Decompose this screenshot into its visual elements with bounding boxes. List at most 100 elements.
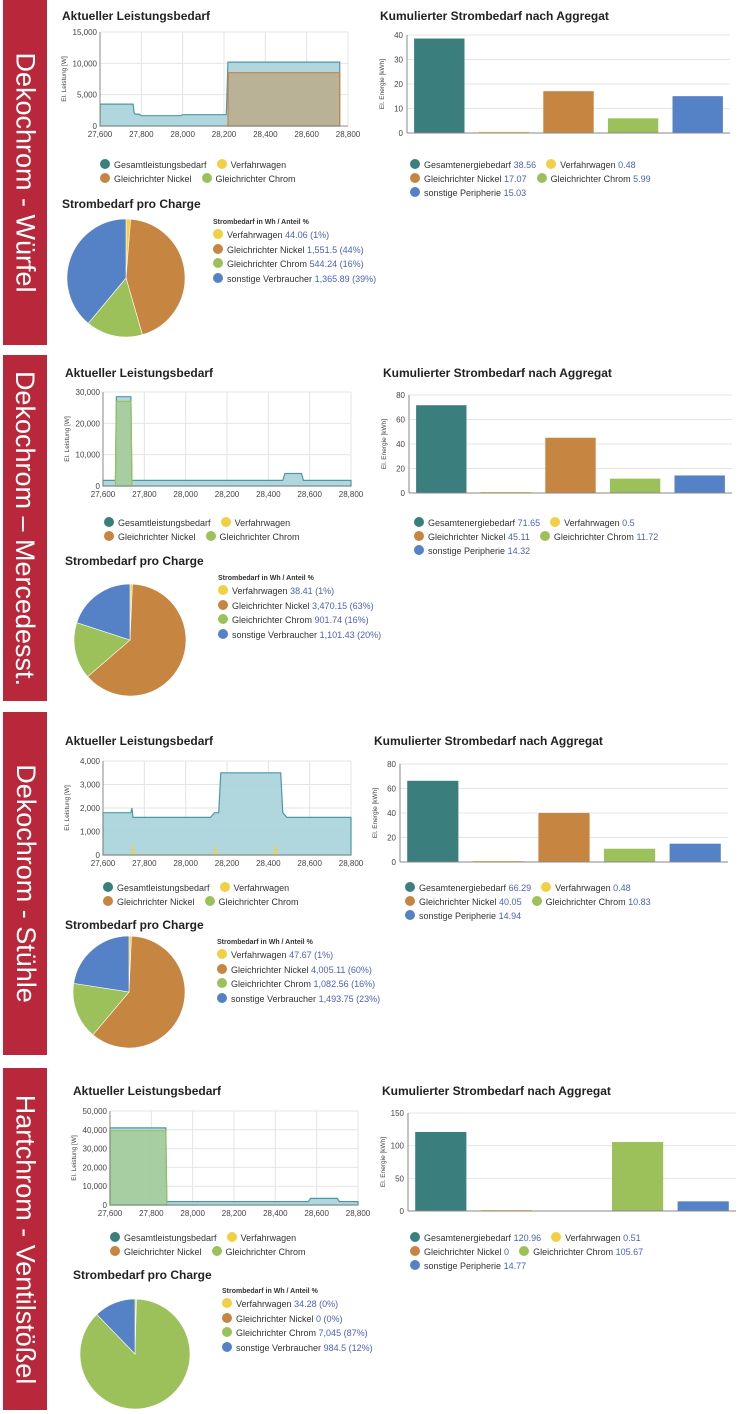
legend-item-chrom[interactable]: Gleichrichter Chrom bbox=[204, 895, 299, 909]
bar-legend-gesamt[interactable]: Gesamtenergiebedarf 38.56 bbox=[410, 158, 536, 172]
bar-legend-gesamt[interactable]: Gesamtenergiebedarf 120.96 bbox=[410, 1231, 541, 1245]
series-area bbox=[131, 845, 278, 856]
bar-legend-gesamt[interactable]: Gesamtenergiebedarf 66.29 bbox=[405, 881, 531, 895]
pie-legend-chrom[interactable]: Gleichrichter Chrom 1,082.56 (16%) bbox=[217, 977, 380, 992]
bar-chart: 0 20 40 60 80 El. Energie [kWh] bbox=[372, 760, 728, 867]
y-tick-label: 10,000 bbox=[76, 451, 101, 460]
legend-item-gesamt[interactable]: Gesamtleistungsbedarf bbox=[104, 516, 211, 530]
bar-legend-chrom[interactable]: Gleichrichter Chrom 105.67 bbox=[519, 1245, 643, 1259]
x-tick-label: 28,200 bbox=[215, 859, 240, 868]
pie-legend-chrom[interactable]: Gleichrichter Chrom 7,045 (87%) bbox=[222, 1326, 373, 1341]
pie-legend-chrom[interactable]: Gleichrichter Chrom 544.24 (16%) bbox=[213, 257, 376, 272]
pie-legend-verfahrwagen[interactable]: Verfahrwagen 38.41 (1%) bbox=[218, 584, 381, 599]
legend-item-gesamt[interactable]: Gesamtleistungsbedarf bbox=[110, 1231, 217, 1245]
bar-legend-nickel[interactable]: Gleichrichter Nickel 0 bbox=[410, 1245, 509, 1259]
legend-item-nickel[interactable]: Gleichrichter Nickel bbox=[100, 172, 192, 186]
pie-slice bbox=[73, 935, 130, 993]
x-tick-label: 28,200 bbox=[222, 1209, 247, 1218]
bar-legend-peripherie[interactable]: sonstige Peripherie 15.03 bbox=[410, 186, 526, 200]
x-tick-label: 28,600 bbox=[294, 130, 319, 139]
bar-legend-chrom[interactable]: Gleichrichter Chrom 10.83 bbox=[531, 895, 651, 909]
pie-slice bbox=[72, 983, 130, 1036]
pie-legend-verfahrwagen[interactable]: Verfahrwagen 44.06 (1%) bbox=[213, 228, 376, 243]
legend-item-chrom[interactable]: Gleichrichter Chrom bbox=[205, 530, 300, 544]
y-tick-label: 20,000 bbox=[76, 419, 101, 428]
bar-legend-nickel[interactable]: Gleichrichter Nickel 40.05 bbox=[405, 895, 522, 909]
legend-item-gesamt[interactable]: Gesamtleistungsbedarf bbox=[103, 881, 210, 895]
pie-legend-sonstige[interactable]: sonstige Verbraucher 1,493.75 (23%) bbox=[217, 992, 380, 1007]
y-axis-label: El. Energie [kWh] bbox=[380, 1137, 387, 1187]
bar-legend-chrom[interactable]: Gleichrichter Chrom 11.72 bbox=[539, 530, 658, 544]
bar bbox=[543, 91, 594, 133]
bar-legend: Gesamtenergiebedarf 120.96 Verfahrwagen 0… bbox=[410, 1231, 653, 1273]
bar-legend-verfahrwagen[interactable]: Verfahrwagen 0.48 bbox=[541, 881, 631, 895]
process-tag: Dekochrom - Würfel bbox=[3, 0, 47, 345]
pie-chart bbox=[79, 1298, 191, 1410]
y-tick-label: 5,000 bbox=[77, 91, 98, 100]
pie-slice bbox=[87, 583, 187, 697]
process-tag-label: Dekochrom - Stühle bbox=[10, 764, 41, 1003]
legend-item-chrom[interactable]: Gleichrichter Chrom bbox=[211, 1245, 306, 1259]
y-tick-label: 0 bbox=[103, 1201, 108, 1210]
pie-chart-title: Strombedarf pro Charge bbox=[73, 1268, 212, 1282]
legend-item-chrom[interactable]: Gleichrichter Chrom bbox=[201, 172, 296, 186]
legend-item-gesamt[interactable]: Gesamtleistungsbedarf bbox=[100, 158, 207, 172]
bar bbox=[607, 118, 659, 133]
y-axis-label: El. Leistung [W] bbox=[71, 1135, 78, 1181]
x-tick-label: 28,200 bbox=[215, 490, 240, 499]
legend-item-nickel[interactable]: Gleichrichter Nickel bbox=[104, 530, 196, 544]
x-tick-label: 28,400 bbox=[263, 1209, 288, 1218]
legend-item-nickel[interactable]: Gleichrichter Nickel bbox=[110, 1245, 202, 1259]
legend-item-verfahrwagen[interactable]: Verfahrwagen bbox=[220, 516, 290, 530]
bar-legend-verfahrwagen[interactable]: Verfahrwagen 0.5 bbox=[550, 516, 635, 530]
pie-legend-verfahrwagen[interactable]: Verfahrwagen 34.28 (0%) bbox=[222, 1297, 373, 1312]
process-tag: Dekochrom – Mercedesst. bbox=[3, 355, 47, 701]
x-tick-label: 27,600 bbox=[91, 490, 116, 499]
bar-legend-verfahrwagen[interactable]: Verfahrwagen 0.48 bbox=[546, 158, 636, 172]
pie-legend-chrom[interactable]: Gleichrichter Chrom 901.74 (16%) bbox=[218, 613, 381, 628]
pie-legend-nickel[interactable]: Gleichrichter Nickel 0 (0%) bbox=[222, 1312, 373, 1327]
bar-legend-verfahrwagen[interactable]: Verfahrwagen 0.51 bbox=[551, 1231, 641, 1245]
process-tag-label: Dekochrom - Würfel bbox=[10, 52, 41, 293]
bar bbox=[609, 478, 661, 493]
y-tick-label: 20,000 bbox=[83, 1163, 108, 1172]
bar bbox=[672, 96, 723, 133]
x-tick-label: 28,600 bbox=[297, 859, 322, 868]
x-tick-label: 28,800 bbox=[336, 130, 361, 139]
pie-legend-nickel[interactable]: Gleichrichter Nickel 4,005.11 (60%) bbox=[217, 963, 380, 978]
x-tick-label: 27,600 bbox=[98, 1209, 123, 1218]
bar bbox=[414, 38, 465, 133]
bar-legend-peripherie[interactable]: sonstige Peripherie 14.32 bbox=[414, 544, 530, 558]
bar-legend-nickel[interactable]: Gleichrichter Nickel 17.07 bbox=[410, 172, 527, 186]
pie-legend-nickel[interactable]: Gleichrichter Nickel 3,470.15 (63%) bbox=[218, 599, 381, 614]
pie-slice bbox=[125, 218, 186, 336]
legend-item-verfahrwagen[interactable]: Verfahrwagen bbox=[226, 1231, 296, 1245]
bar-legend-nickel[interactable]: Gleichrichter Nickel 45.11 bbox=[414, 530, 530, 544]
x-tick-label: 28,200 bbox=[212, 130, 237, 139]
bar-legend-peripherie[interactable]: sonstige Peripherie 14.77 bbox=[410, 1259, 526, 1273]
y-axis-label: El. Leistung [W] bbox=[64, 785, 71, 831]
pie-legend-sonstige[interactable]: sonstige Verbraucher 984.5 (12%) bbox=[222, 1341, 373, 1356]
bar bbox=[545, 437, 596, 493]
pie-legend-sonstige[interactable]: sonstige Verbraucher 1,365.89 (39%) bbox=[213, 272, 376, 287]
legend-item-nickel[interactable]: Gleichrichter Nickel bbox=[103, 895, 195, 909]
bar-legend-peripherie[interactable]: sonstige Peripherie 14.94 bbox=[405, 909, 521, 923]
y-tick-label: 0 bbox=[399, 129, 404, 138]
pie-legend-head: Strombedarf in Wh / Anteil % bbox=[217, 939, 313, 946]
line-chart-title: Aktueller Leistungsbedarf bbox=[73, 1084, 222, 1098]
y-tick-label: 3,000 bbox=[80, 781, 101, 790]
pie-legend-verfahrwagen[interactable]: Verfahrwagen 47.67 (1%) bbox=[217, 948, 380, 963]
x-tick-label: 28,800 bbox=[339, 859, 364, 868]
bar-legend-gesamt[interactable]: Gesamtenergiebedarf 71.65 bbox=[414, 516, 540, 530]
x-tick-label: 27,800 bbox=[132, 490, 157, 499]
legend-item-verfahrwagen[interactable]: Verfahrwagen bbox=[216, 158, 286, 172]
y-tick-label: 2,000 bbox=[80, 804, 101, 813]
pie-legend-sonstige[interactable]: sonstige Verbraucher 1,101.43 (20%) bbox=[218, 628, 381, 643]
pie-legend-nickel[interactable]: Gleichrichter Nickel 1,551.5 (44%) bbox=[213, 243, 376, 258]
bar-chart-title: Kumulierter Strombedarf nach Aggregat bbox=[374, 734, 603, 748]
x-tick-label: 28,400 bbox=[256, 490, 281, 499]
bar-legend-chrom[interactable]: Gleichrichter Chrom 5.99 bbox=[536, 172, 651, 186]
line-chart: 27,600 27,800 28,000 28,200 28,400 28,600 28,8… bbox=[61, 28, 361, 139]
y-tick-label: 50,000 bbox=[83, 1107, 108, 1116]
legend-item-verfahrwagen[interactable]: Verfahrwagen bbox=[219, 881, 289, 895]
